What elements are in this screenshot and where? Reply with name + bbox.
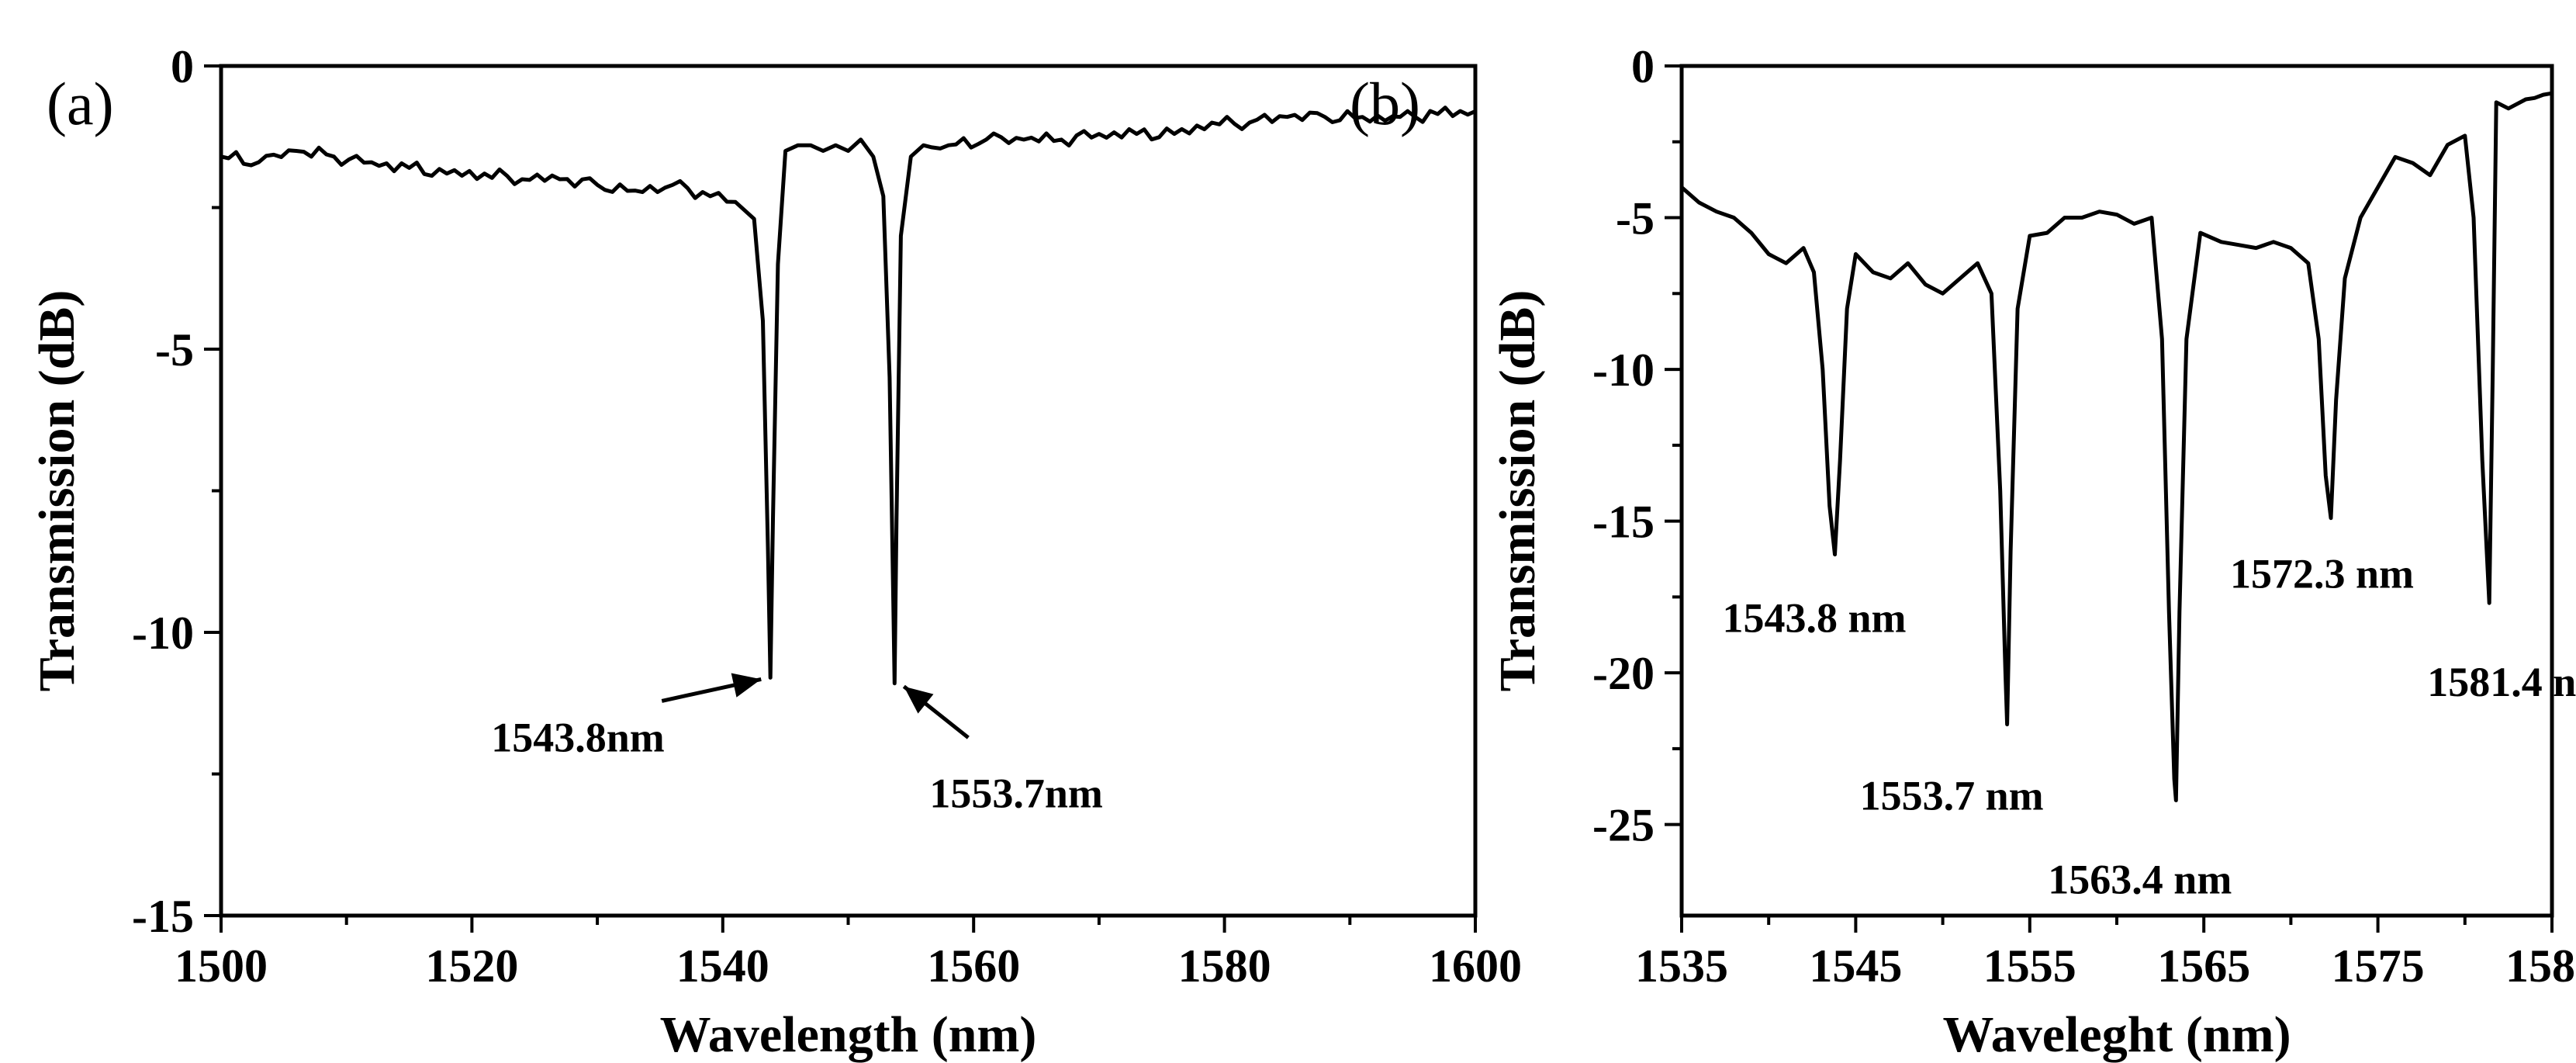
chart-b-x-tick-label: 1565 (2157, 940, 2250, 992)
chart-b-x-tick-label: 1575 (2332, 940, 2425, 992)
chart-b-x-tick-label: 1585 (2505, 940, 2576, 992)
chart-b-x-tick-label: 1555 (1983, 940, 2076, 992)
chart-a-x-tick-label: 1540 (676, 940, 769, 992)
chart-a-y-tick-label: -5 (155, 324, 194, 376)
chart-a-annotations: 1543.8nm 1553.7nm (491, 673, 1103, 817)
chart-b-y-tick-label: -25 (1592, 800, 1655, 851)
chart-a-y-tick-label: -15 (132, 891, 194, 942)
chart-a-x-tick-label: 1560 (927, 940, 1020, 992)
chart-a-x-tick-label: 1520 (425, 940, 518, 992)
chart-a-plot-area (219, 64, 1478, 918)
chart-a-peak-label: 1553.7nm (929, 770, 1103, 817)
chart-b-y-tick-label: -10 (1592, 345, 1655, 396)
chart-b-y-tick-label: -15 (1592, 497, 1655, 548)
chart-a-x-tick-label: 1500 (175, 940, 268, 992)
chart-a-x-axis-title: Wavelength (nm) (660, 1006, 1037, 1063)
chart-a-y-axis-title: Transmission (dB) (29, 290, 85, 692)
chart-a-series-line-0 (219, 106, 1478, 686)
panel-label-b: (b) (1350, 70, 1420, 137)
chart-b-x-tick-label: 1545 (1809, 940, 1902, 992)
chart-b-ticks: 1535 1545 1555 1565 1575 1585 0 -5 -10 -15 -20 -25 (1592, 41, 2576, 992)
chart-b-peak-label: 1563.4 nm (2048, 856, 2232, 902)
chart-b-peak-label: 1581.4 nm (2427, 659, 2576, 705)
chart-b-x-axis-title: Waveleght (nm) (1942, 1006, 2291, 1063)
chart-b-y-tick-label: -20 (1592, 648, 1655, 699)
chart-a-ticks: 1500 1520 1540 1560 1580 1600 0 -5 -10 -15 (132, 41, 1522, 992)
chart-a-peak-arrowhead (731, 673, 762, 698)
chart-panel-b: (b) 1535 1545 1555 1565 1575 1585 0 -5 -10 -15 -20… (1350, 41, 2576, 1063)
chart-b-peak-label: 1553.7 nm (1860, 773, 2044, 819)
chart-b-y-axis-title: Transmission (dB) (1489, 290, 1546, 692)
chart-b-y-tick-label: 0 (1631, 41, 1655, 92)
chart-b-plot-area (1679, 64, 2554, 918)
chart-a-x-tick-label: 1580 (1178, 940, 1271, 992)
chart-a-y-tick-label: 0 (171, 41, 194, 92)
chart-a-peak-label: 1543.8nm (491, 714, 665, 760)
chart-b-series-line-0 (1679, 91, 2554, 802)
chart-b-series (1679, 91, 2554, 802)
chart-b-peak-label: 1572.3 nm (2230, 551, 2414, 597)
chart-b-x-tick-label: 1535 (1635, 940, 1728, 992)
chart-a-y-tick-label: -10 (132, 608, 194, 659)
chart-a-x-tick-label: 1600 (1429, 940, 1522, 992)
chart-a-series (219, 106, 1478, 686)
chart-b-y-tick-label: -5 (1616, 193, 1655, 244)
panel-label-a: (a) (47, 70, 114, 137)
chart-b-peak-label: 1543.8 nm (1722, 595, 1906, 642)
chart-panel-a: (a) 1500 1520 1540 1560 1580 1600 0 -5 -10 -15 15… (29, 41, 1522, 1063)
chart-a-peak-arrowhead (904, 686, 934, 714)
